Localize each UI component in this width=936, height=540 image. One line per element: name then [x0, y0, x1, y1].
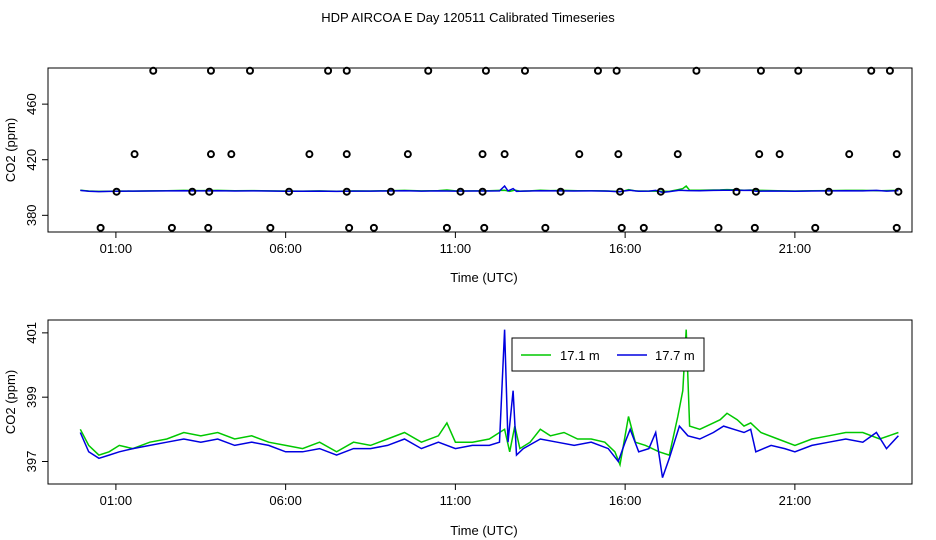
panel-top-x-label: Time (UTC): [450, 270, 517, 285]
panel-bottom-y-label: CO2 (ppm): [3, 370, 18, 434]
calibration-point: [345, 223, 354, 232]
calibration-point: [227, 150, 236, 159]
calibration-point: [386, 187, 395, 196]
calibration-point: [149, 66, 158, 75]
calibration-point: [892, 223, 901, 232]
panel-top-x-axis: 01:00 06:00 11:00 16:00 21:00: [100, 232, 812, 256]
calibration-point: [500, 150, 509, 159]
calibration-point: [112, 187, 121, 196]
calibration-point: [732, 187, 741, 196]
calibration-point: [342, 150, 351, 159]
panel-top-calibration-chart: 01:00 06:00 11:00 16:00 21:00 380 420 460 Time…: [3, 66, 913, 285]
calibration-point: [245, 66, 254, 75]
x-tick-label: 01:00: [100, 241, 133, 256]
calibration-point: [639, 223, 648, 232]
calibration-point: [96, 223, 105, 232]
x-tick-label: 11:00: [440, 493, 472, 508]
panel-bottom-x-axis: 01:00 06:00 11:00 16:00 21:00: [100, 484, 812, 508]
y-tick-label: 380: [24, 204, 39, 226]
calibration-point: [342, 66, 351, 75]
calibration-point: [673, 150, 682, 159]
calibration-point: [456, 187, 465, 196]
calibration-point: [481, 66, 490, 75]
calibration-point: [480, 223, 489, 232]
calibration-point: [188, 187, 197, 196]
calibration-point: [775, 150, 784, 159]
calibration-point: [266, 223, 275, 232]
calibration-point: [556, 187, 565, 196]
calibration-point: [867, 66, 876, 75]
calibration-point: [206, 150, 215, 159]
calibration-point: [167, 223, 176, 232]
calibration-point: [324, 66, 333, 75]
series-line-17-1m: [79, 329, 899, 468]
calibration-point: [442, 223, 451, 232]
legend-label-17-7m: 17.7 m: [655, 348, 695, 363]
calibration-point: [811, 223, 820, 232]
calibration-point: [750, 223, 759, 232]
calibration-point: [892, 150, 901, 159]
panel-bottom-x-label: Time (UTC): [450, 523, 517, 538]
x-tick-label: 06:00: [269, 493, 302, 508]
x-tick-label: 01:00: [100, 493, 133, 508]
y-tick-label: 399: [24, 386, 39, 408]
calibration-point: [285, 187, 294, 196]
y-tick-label: 397: [24, 451, 39, 473]
panel-bottom-series: [79, 329, 899, 478]
x-tick-label: 06:00: [269, 241, 302, 256]
calibration-point: [342, 187, 351, 196]
calibration-point: [756, 66, 765, 75]
calibration-point: [616, 187, 625, 196]
panel-top-y-axis: 380 420 460: [24, 93, 48, 226]
calibration-point: [794, 66, 803, 75]
calibration-point: [894, 187, 903, 196]
x-tick-label: 11:00: [440, 241, 472, 256]
calibration-point: [714, 223, 723, 232]
calibration-point: [541, 223, 550, 232]
figure-title: HDP AIRCOA E Day 120511 Calibrated Times…: [321, 10, 615, 25]
calibration-point: [575, 150, 584, 159]
panel-bottom-frame: [47, 319, 913, 485]
calibration-point: [369, 223, 378, 232]
x-tick-label: 16:00: [609, 241, 642, 256]
y-tick-label: 401: [24, 322, 39, 344]
calibration-point: [478, 187, 487, 196]
legend-label-17-1m: 17.1 m: [560, 348, 600, 363]
calibration-point: [614, 150, 623, 159]
y-tick-label: 420: [24, 149, 39, 171]
calibration-point: [520, 66, 529, 75]
x-tick-label: 21:00: [779, 493, 812, 508]
calibration-point: [824, 187, 833, 196]
panel-top-frame: [47, 67, 913, 233]
calibration-point: [478, 150, 487, 159]
calibration-point: [845, 150, 854, 159]
calibration-point: [612, 66, 621, 75]
legend: 17.1 m 17.7 m: [511, 337, 705, 372]
x-tick-label: 21:00: [779, 241, 812, 256]
calibration-point: [204, 223, 213, 232]
panel-top-calibration-points: [96, 66, 903, 232]
calibration-point: [205, 187, 214, 196]
panel-bottom-y-axis: 397 399 401: [24, 322, 48, 472]
calibration-point: [305, 150, 314, 159]
y-tick-label: 460: [24, 93, 39, 115]
calibration-point: [424, 66, 433, 75]
calibration-point: [617, 223, 626, 232]
x-tick-label: 16:00: [609, 493, 642, 508]
calibration-point: [751, 187, 760, 196]
calibration-point: [130, 150, 139, 159]
calibration-point: [885, 66, 894, 75]
calibration-point: [593, 66, 602, 75]
panel-top-y-label: CO2 (ppm): [3, 118, 18, 182]
calibration-point: [656, 187, 665, 196]
panel-bottom-timeseries-chart: 01:00 06:00 11:00 16:00 21:00 397 399 401 17.1…: [3, 319, 913, 538]
calibration-point: [755, 150, 764, 159]
calibration-point: [692, 66, 701, 75]
calibration-point: [403, 150, 412, 159]
calibration-point: [206, 66, 215, 75]
series-line-17-7m: [79, 329, 899, 478]
